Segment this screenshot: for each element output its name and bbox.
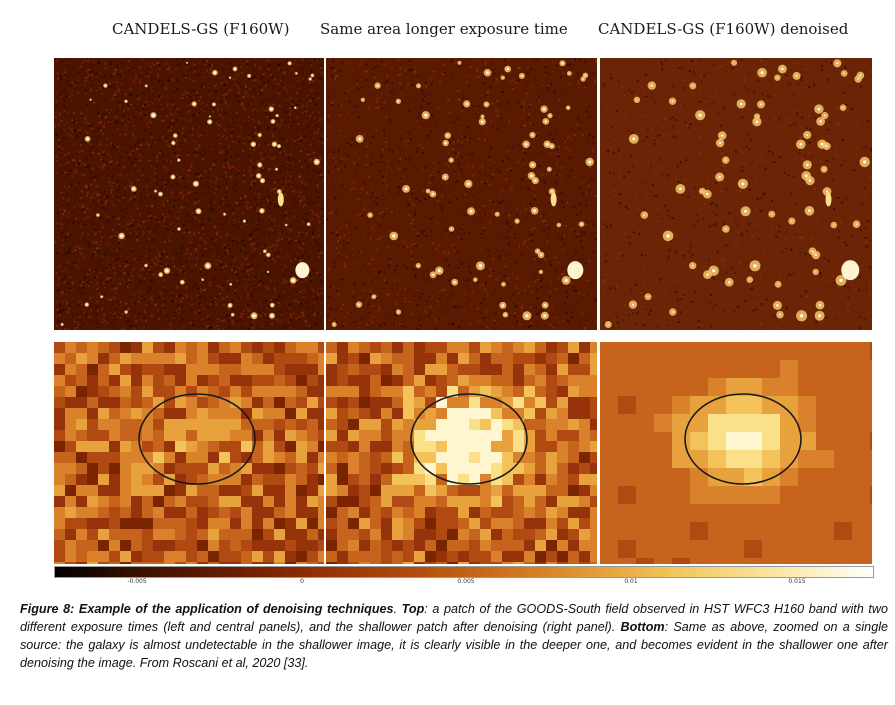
panel-title-right: CANDELS-GS (F160W) denoised [598,20,849,38]
colorbar-tick-label: -0.005 [127,578,147,585]
bottom-right-zoom-image [600,342,872,564]
top-center-image-panel [326,58,597,330]
colorbar [54,566,874,578]
top-right-image [600,58,872,330]
bottom-center-zoom-image [326,342,597,564]
top-right-image-panel [600,58,872,330]
top-left-image-panel [54,58,324,330]
panel-title-center: Same area longer exposure time [320,20,568,38]
caption-label: Figure 8: Example of the application of … [20,602,394,616]
top-left-image [54,58,324,330]
caption-top-label: Top [401,602,425,616]
colorbar-tick-label: 0 [300,578,304,585]
bottom-left-zoom-image [54,342,324,564]
bottom-left-zoom-panel [54,342,324,564]
figure-caption: Figure 8: Example of the application of … [20,602,888,670]
caption-bottom-text: : Same as above, zoomed on a single sour… [20,620,888,670]
bottom-right-zoom-panel [600,342,872,564]
panel-title-left: CANDELS-GS (F160W) [112,20,290,38]
colorbar-tick-label: 0.01 [624,578,638,585]
caption-bottom-label: Bottom [620,620,665,634]
caption-top-text: : a patch of the GOODS-South field obser… [20,602,888,634]
top-center-image [326,58,597,330]
colorbar-tick-label: 0.005 [457,578,475,585]
colorbar-tick-label: 0.015 [788,578,806,585]
bottom-center-zoom-panel [326,342,597,564]
